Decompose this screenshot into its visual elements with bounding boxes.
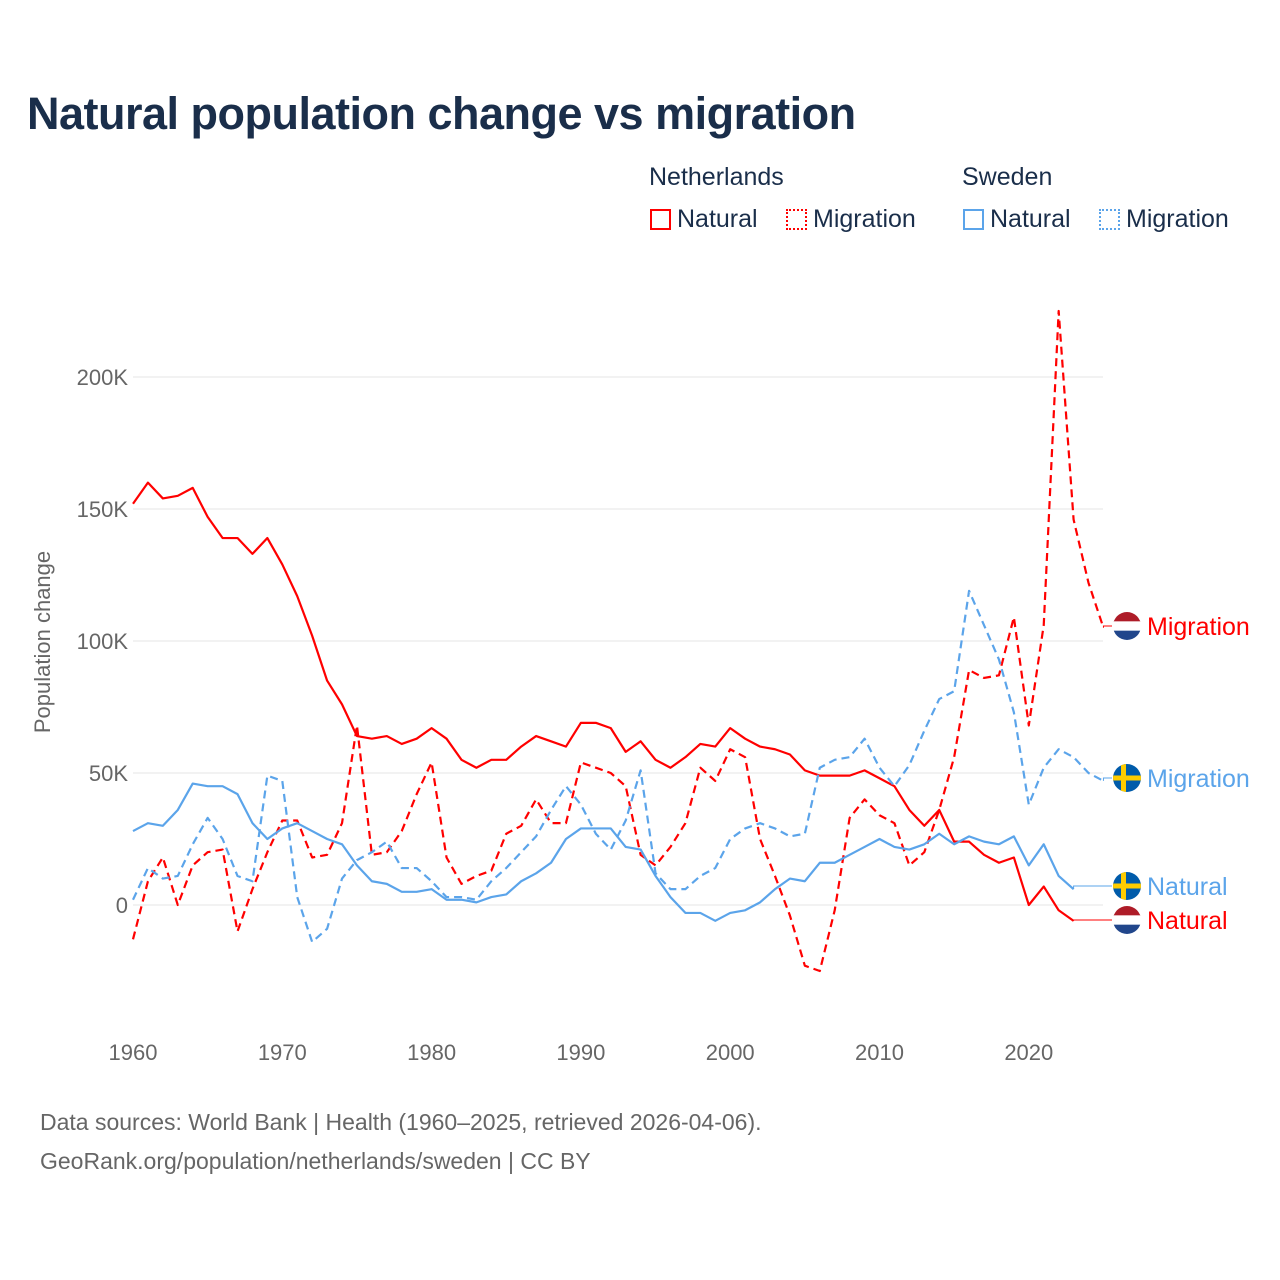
- netherlands-flag-icon: [1113, 915, 1141, 926]
- legend-swatch-solid-icon: [963, 209, 984, 230]
- leader-line: [1102, 625, 1112, 628]
- legend-swatch-dotted-icon: [1099, 209, 1120, 230]
- y-tick-label: 100K: [77, 629, 129, 654]
- y-axis-label: Population change: [30, 551, 55, 733]
- leader-line: [1073, 885, 1112, 890]
- y-tick-label: 150K: [77, 497, 129, 522]
- netherlands-flag-icon: [1113, 621, 1141, 632]
- sweden-flag-icon: [1121, 764, 1126, 792]
- leader-line: [1102, 777, 1112, 781]
- end-label: Migration: [1147, 613, 1250, 641]
- legend-group-netherlands: Netherlands: [649, 163, 784, 191]
- netherlands-flag-icon: [1113, 612, 1141, 622]
- y-tick-label: 200K: [77, 365, 129, 390]
- end-label: Natural: [1147, 907, 1228, 935]
- netherlands-flag-icon: [1113, 924, 1141, 934]
- legend-label: Migration: [813, 205, 916, 233]
- legend-label: Migration: [1126, 205, 1229, 233]
- end-label: Natural: [1147, 873, 1228, 901]
- legend-label: Natural: [990, 205, 1071, 233]
- sweden-flag-icon: [1121, 872, 1126, 900]
- x-tick-label: 1960: [109, 1040, 158, 1065]
- legend-group-sweden: Sweden: [962, 163, 1053, 191]
- netherlands-flag-icon: [1113, 906, 1141, 916]
- x-tick-label: 2000: [706, 1040, 755, 1065]
- x-tick-label: 1990: [556, 1040, 605, 1065]
- legend-label: Natural: [677, 205, 758, 233]
- x-tick-label: 2020: [1004, 1040, 1053, 1065]
- series-line-netherlands-natural: [132, 481, 1075, 922]
- series-line-sweden-migration: [132, 589, 1104, 944]
- sweden-flag-icon: [1113, 775, 1141, 781]
- legend-swatch-dotted-icon: [786, 209, 807, 230]
- x-tick-label: 2010: [855, 1040, 904, 1065]
- series-line-netherlands-migration: [131, 309, 1105, 973]
- x-tick-label: 1970: [258, 1040, 307, 1065]
- source-note: Data sources: World Bank | Health (1960–…: [40, 1109, 762, 1135]
- legend-swatch-solid-icon: [650, 209, 671, 230]
- legend-item-sweden-migration[interactable]: Migration: [1099, 205, 1229, 234]
- leader-line: [1073, 919, 1112, 921]
- chart-title: Natural population change vs migration: [27, 88, 856, 139]
- y-tick-label: 50K: [89, 761, 128, 786]
- source-link[interactable]: GeoRank.org/population/netherlands/swede…: [40, 1148, 591, 1174]
- legend-item-netherlands-natural[interactable]: Natural: [650, 205, 758, 234]
- legend-item-sweden-natural[interactable]: Natural: [963, 205, 1071, 234]
- legend-item-netherlands-migration[interactable]: Migration: [786, 205, 916, 234]
- sweden-flag-icon: [1113, 883, 1141, 889]
- netherlands-flag-icon: [1113, 630, 1141, 640]
- end-label: Migration: [1147, 765, 1250, 793]
- series-line-sweden-natural: [132, 782, 1075, 922]
- x-tick-label: 1980: [407, 1040, 456, 1065]
- y-tick-label: 0: [116, 893, 128, 918]
